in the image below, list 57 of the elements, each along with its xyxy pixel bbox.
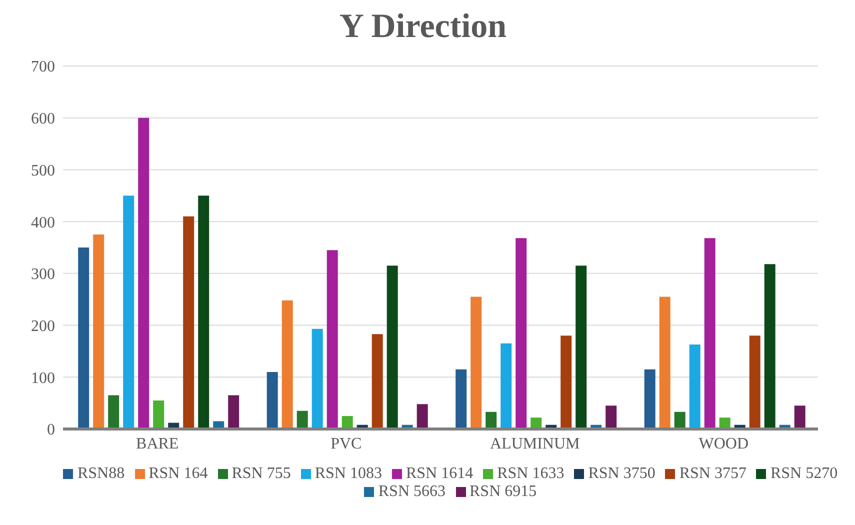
legend-label: RSN88 [77,465,125,482]
y-tick-label: 500 [31,162,55,180]
bar [326,250,338,429]
bar [153,400,164,429]
y-tick-label: 100 [31,370,55,387]
legend-label: RSN 3750 [588,465,656,482]
legend-label: RSN 1633 [497,465,564,482]
bar [416,404,428,429]
bar [183,216,194,429]
bar [704,238,716,429]
x-tick-label: BARE [136,435,179,452]
x-tick-label: PVC [330,435,362,452]
bar [456,369,467,429]
bar [78,248,90,429]
bar [470,296,482,429]
bar [108,395,120,429]
bar [312,328,323,429]
bar [500,343,512,429]
bar [123,196,134,429]
chart-title: Y Direction [338,8,508,47]
y-tick-label: 600 [31,110,55,128]
bar [689,344,700,429]
x-tick-label: ALUMINUM [490,435,580,452]
bar [93,234,104,429]
y-tick-label: 700 [31,58,55,76]
bar [576,266,587,429]
x-tick-label: WOOD [698,435,749,452]
y-tick-label: 200 [31,318,55,335]
bar [749,336,760,429]
y-tick-label: 300 [31,266,55,284]
bar [606,406,617,429]
y-tick-label: 400 [31,214,55,232]
bar [560,336,572,429]
y-tick-label: 0 [47,422,55,439]
legend-label: RSN 755 [232,465,291,482]
bar [296,410,308,429]
bar [386,266,398,429]
bar [486,412,497,429]
bar [794,406,806,429]
bar [516,238,527,429]
legend-label: RSN 5270 [770,465,838,482]
legend-label: RSN 164 [148,465,208,482]
bar [644,369,656,429]
bar [764,264,776,429]
bar [138,118,150,429]
bar [372,334,383,429]
bar [282,300,293,429]
legend-label: RSN 3757 [679,465,746,482]
bar [659,296,670,429]
bar [674,412,686,429]
legend-label: RSN 1614 [406,465,474,482]
bar [228,395,240,429]
legend-label: RSN 5663 [378,483,446,500]
bar [198,196,210,429]
bar [266,372,278,429]
legend-label: RSN 6915 [470,483,537,500]
legend-label: RSN 1083 [314,465,382,482]
